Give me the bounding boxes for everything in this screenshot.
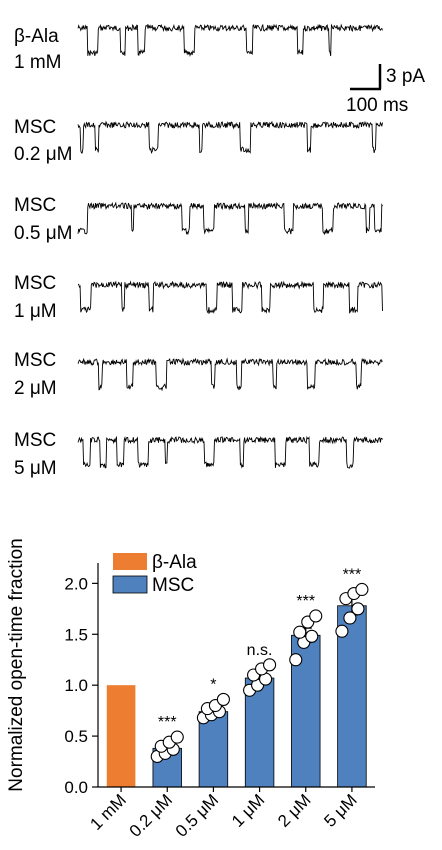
trace-label-name: β-Ala <box>14 26 59 47</box>
current-trace <box>77 357 383 392</box>
trace-label-name: MSC <box>14 195 56 216</box>
legend-swatch-msc <box>112 575 148 594</box>
trace-label-concentration: 0.2 μM <box>14 144 72 165</box>
x-tick-label: 1 μM <box>228 790 268 830</box>
data-point <box>355 582 369 597</box>
trace-label-concentration: 2 μM <box>14 378 57 399</box>
significance-label: *** <box>296 593 315 610</box>
data-point <box>343 611 357 625</box>
y-tick-label: 0.5 <box>64 727 88 746</box>
y-tick-label: 2.0 <box>64 574 88 593</box>
trace-label-name: MSC <box>14 117 56 138</box>
current-traces <box>77 23 383 469</box>
scale-bar-current-label: 3 pA <box>386 66 425 87</box>
scale-bar-time-label: 100 ms <box>346 95 408 116</box>
legend: β-Ala MSC <box>112 552 197 596</box>
bar <box>106 685 136 787</box>
data-point <box>305 629 319 643</box>
legend-swatch-beta-ala <box>113 553 147 570</box>
legend-label: MSC <box>152 575 194 596</box>
y-axis-label: Normalized open-time fraction <box>6 538 27 791</box>
y-tick-label: 1.5 <box>64 625 88 644</box>
data-point <box>289 653 303 667</box>
y-axis: 0.0 0.5 1.0 1.5 2.0 <box>64 563 99 797</box>
trace-label-name: MSC <box>14 273 56 294</box>
current-trace <box>77 280 383 315</box>
data-point <box>263 658 277 672</box>
data-point <box>216 692 230 706</box>
data-point <box>293 625 307 639</box>
trace-label-concentration: 0.5 μM <box>14 223 72 244</box>
traces-panel: β-Ala 1 mM MSC 0.2 μM MSC 0.5 μM MSC 1 μ… <box>14 23 425 479</box>
legend-label: β-Ala <box>152 552 197 573</box>
data-point <box>309 609 323 623</box>
x-tick-label: 2 μM <box>274 790 314 830</box>
data-point <box>335 624 349 638</box>
significance-label: *** <box>158 714 177 731</box>
significance-label: n.s. <box>247 642 273 659</box>
current-trace <box>77 120 383 154</box>
current-trace <box>77 23 383 58</box>
current-trace <box>77 201 383 236</box>
trace-label-name: MSC <box>14 350 56 371</box>
x-tick-label: 5 μM <box>320 790 360 830</box>
trace-labels: β-Ala 1 mM MSC 0.2 μM MSC 0.5 μM MSC 1 μ… <box>14 26 72 479</box>
x-tick-label: 1 mM <box>86 790 129 833</box>
current-trace <box>77 435 383 469</box>
scale-bar: 3 pA 100 ms <box>346 64 425 116</box>
bar-chart: Normalized open-time fraction 0.0 0.5 1.0 1… <box>6 538 375 841</box>
trace-label-concentration: 1 mM <box>14 52 62 73</box>
significance-label: *** <box>343 566 362 583</box>
trace-label-concentration: 5 μM <box>14 458 57 479</box>
significance-label: * <box>210 676 216 693</box>
y-tick-label: 0.0 <box>64 778 88 797</box>
data-point <box>351 602 365 616</box>
bar <box>337 605 367 788</box>
y-tick-label: 1.0 <box>64 676 88 695</box>
data-point <box>170 730 184 744</box>
x-axis: 1 mM0.2 μM0.5 μM 1 μM 2 μM 5 μM <box>86 786 375 841</box>
trace-label-name: MSC <box>14 430 56 451</box>
trace-label-concentration: 1 μM <box>14 301 57 322</box>
x-tick-label: 0.5 μM <box>172 790 222 840</box>
x-tick-label: 0.2 μM <box>126 790 176 840</box>
bars: ****n.s.****** <box>106 566 369 788</box>
